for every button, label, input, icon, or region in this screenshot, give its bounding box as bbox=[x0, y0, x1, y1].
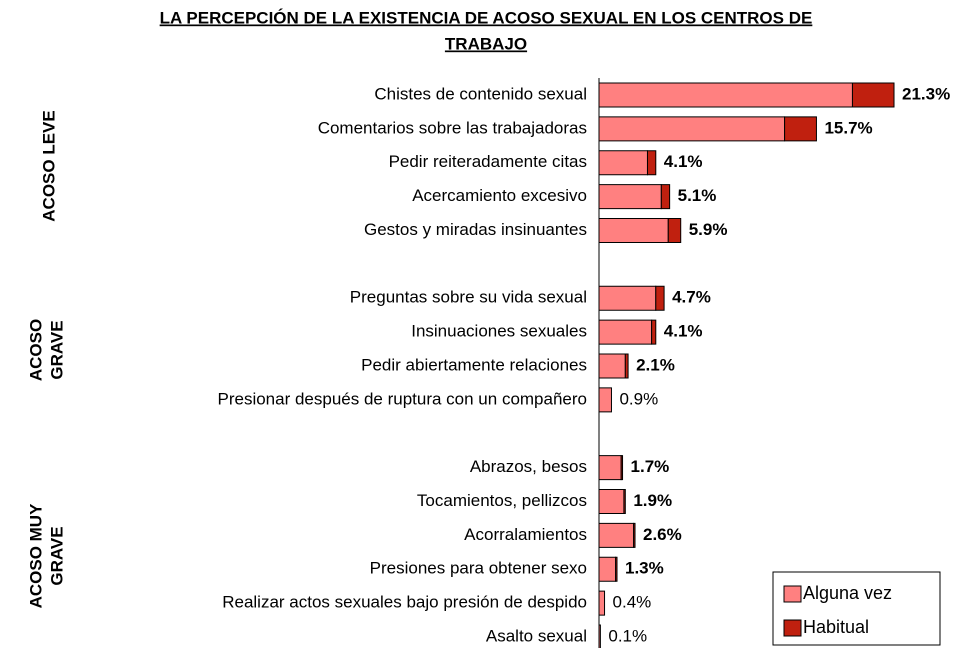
value-label: 15.7% bbox=[824, 118, 872, 137]
bar-segment bbox=[598, 218, 669, 243]
bar-segment bbox=[646, 150, 657, 176]
value-label: 1.9% bbox=[633, 491, 672, 510]
category-label: Chistes de contenido sexual bbox=[374, 84, 587, 103]
value-label: 4.7% bbox=[672, 288, 711, 307]
category-label: Acorralamientos bbox=[464, 525, 587, 544]
chart-title: LA PERCEPCIÓN DE LA EXISTENCIA DE ACOSO … bbox=[160, 8, 813, 27]
category-label: Preguntas sobre su vida sexual bbox=[350, 288, 587, 307]
value-label: 4.1% bbox=[664, 322, 703, 341]
bar-segment bbox=[598, 522, 635, 548]
chart-title: TRABAJO bbox=[445, 34, 527, 53]
value-label: 0.4% bbox=[613, 593, 652, 612]
bar-segment bbox=[784, 116, 817, 142]
category-label: Abrazos, besos bbox=[470, 457, 587, 476]
bar-segment bbox=[667, 218, 682, 243]
category-label: Tocamientos, pellizcos bbox=[417, 491, 587, 510]
bar-segment bbox=[598, 184, 662, 210]
value-label: 0.9% bbox=[619, 389, 658, 408]
legend-swatch bbox=[783, 585, 802, 603]
value-label: 4.1% bbox=[664, 152, 703, 171]
bar-segment bbox=[598, 387, 612, 413]
bar-segment bbox=[598, 353, 626, 379]
group-label: GRAVE bbox=[47, 320, 66, 379]
category-label: Comentarios sobre las trabajadoras bbox=[318, 118, 587, 137]
bar-segment bbox=[660, 184, 671, 210]
bar-segment bbox=[598, 556, 617, 582]
category-label: Pedir reiteradamente citas bbox=[389, 152, 587, 171]
bar-segment bbox=[624, 353, 629, 379]
bar-segment bbox=[598, 590, 606, 616]
legend-swatch bbox=[783, 619, 802, 637]
bar-segment bbox=[598, 116, 786, 142]
value-label: 2.6% bbox=[643, 525, 682, 544]
bar-segment bbox=[615, 556, 618, 582]
group-label: ACOSO bbox=[26, 319, 45, 381]
category-label: Insinuaciones sexuales bbox=[411, 322, 587, 341]
bar-segment bbox=[598, 82, 853, 108]
category-label: Presionar después de ruptura con un comp… bbox=[217, 389, 587, 408]
category-label: Acercamiento excesivo bbox=[412, 186, 587, 205]
bar-segment bbox=[598, 624, 601, 648]
category-label: Gestos y miradas insinuantes bbox=[364, 220, 587, 239]
legend-label: Alguna vez bbox=[803, 583, 892, 603]
bar-segment bbox=[620, 455, 624, 481]
category-label: Pedir abiertamente relaciones bbox=[361, 355, 587, 374]
bar-segment bbox=[633, 522, 636, 548]
category-label: Asalto sexual bbox=[486, 626, 587, 645]
group-label: ACOSO LEVE bbox=[39, 110, 58, 221]
value-label: 21.3% bbox=[902, 84, 950, 103]
value-label: 5.9% bbox=[689, 220, 728, 239]
value-label: 1.7% bbox=[631, 457, 670, 476]
value-label: 2.1% bbox=[636, 355, 675, 374]
value-label: 5.1% bbox=[678, 186, 717, 205]
bar-segment bbox=[598, 455, 622, 481]
bar-segment bbox=[598, 489, 625, 514]
group-label: ACOSO MUY bbox=[26, 503, 45, 609]
bar-segment bbox=[651, 319, 657, 345]
bar-segment bbox=[598, 150, 648, 176]
bar-segment bbox=[598, 285, 657, 311]
bar-segment bbox=[851, 82, 895, 108]
category-label: Presiones para obtener sexo bbox=[370, 559, 587, 578]
bar-segment bbox=[623, 489, 626, 514]
value-label: 0.1% bbox=[608, 626, 647, 645]
legend-label: Habitual bbox=[803, 617, 869, 637]
category-label: Realizar actos sexuales bajo presión de … bbox=[222, 593, 587, 612]
bar-segment bbox=[598, 319, 653, 345]
group-label: GRAVE bbox=[47, 526, 66, 585]
bar-segment bbox=[655, 285, 665, 311]
value-label: 1.3% bbox=[625, 559, 664, 578]
